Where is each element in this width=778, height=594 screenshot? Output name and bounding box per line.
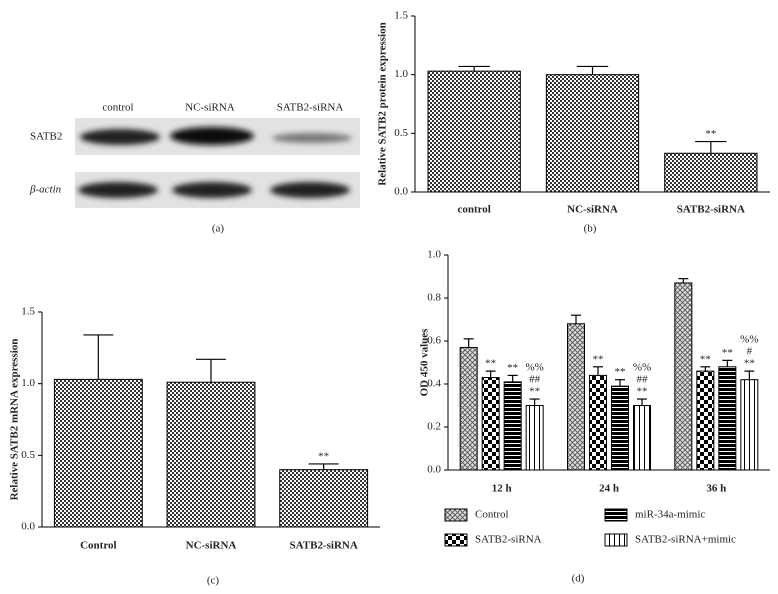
x-tick-label: NC-siRNA <box>186 540 237 552</box>
legend-label: Control <box>475 509 509 521</box>
significance-label: # <box>747 346 753 358</box>
x-tick-label: 36 h <box>706 483 726 495</box>
y-tick-label: 0.6 <box>427 335 441 347</box>
bar <box>696 370 715 471</box>
significance-label: ** <box>593 353 604 365</box>
bar <box>589 374 607 471</box>
y-tick-label: 1.5 <box>394 10 408 22</box>
significance-label: ## <box>637 374 649 386</box>
bar <box>633 405 651 471</box>
significance-label: %% <box>633 362 651 374</box>
legend-swatch <box>444 508 468 522</box>
bar <box>503 381 522 471</box>
significance-label: ** <box>722 347 733 359</box>
y-axis-label: OD 450 values <box>419 328 431 397</box>
bar <box>427 70 521 193</box>
bar <box>525 405 544 471</box>
band <box>78 182 158 198</box>
y-tick-label: 1.0 <box>394 68 408 80</box>
lane-label: control <box>102 102 133 114</box>
significance-label: ## <box>529 374 541 386</box>
significance-label: ** <box>700 353 711 365</box>
row-label: SATB2 <box>30 131 62 143</box>
x-tick-label: Control <box>80 540 116 552</box>
band <box>270 182 350 198</box>
y-axis-label: Relative SATB2 mRNA expression <box>9 339 21 501</box>
band <box>80 129 160 145</box>
band <box>272 133 352 143</box>
x-tick-label: 24 h <box>599 483 619 495</box>
legend-swatch <box>444 533 468 547</box>
bar <box>740 379 759 471</box>
row-label: β-actin <box>29 184 62 196</box>
chart-panel: 0.0 0.5 1.0 1.5 Relative SATB2 mRNA expressi… <box>9 306 380 587</box>
significance-label: ** <box>507 362 518 374</box>
panel-label: (a) <box>212 223 225 235</box>
chart-panel: 0.0 0.2 0.4 0.6 0.8 1.0 OD 450 values (d) 12 h **… <box>419 249 770 585</box>
legend-label: SATB2-siRNA <box>475 534 542 546</box>
significance-label: ** <box>744 358 755 370</box>
x-tick-label: NC-siRNA <box>567 204 618 216</box>
significance-label: ** <box>637 386 648 398</box>
bar <box>53 378 143 528</box>
legend-swatch <box>604 508 628 522</box>
significance-label: ** <box>485 358 496 370</box>
x-tick-label: SATB2-siRNA <box>290 540 358 552</box>
legend-label: miR-34a-mimic <box>635 509 705 521</box>
bar <box>481 377 500 471</box>
legend-label: SATB2-siRNA+mimic <box>635 534 736 546</box>
y-tick-label: 0.5 <box>21 449 35 461</box>
y-tick-label: 0.8 <box>427 292 441 304</box>
y-tick-label: 0.5 <box>394 127 408 139</box>
y-tick-label: 0.2 <box>427 421 441 433</box>
panel-label: (d) <box>572 573 585 585</box>
significance-label: ** <box>529 386 540 398</box>
significance-label: ** <box>615 366 626 378</box>
significance-label: %% <box>526 362 544 374</box>
band <box>170 127 254 145</box>
significance-label: ** <box>318 450 329 462</box>
lane-label: NC-siRNA <box>185 102 235 114</box>
bar <box>664 152 758 193</box>
bar <box>545 74 640 193</box>
y-tick-label: 0.0 <box>427 464 441 476</box>
y-tick-label: 0.4 <box>427 378 441 390</box>
y-axis-label: Relative SATB2 protein expression <box>377 22 389 185</box>
lane-label: SATB2-siRNA <box>277 102 344 114</box>
bar <box>459 346 478 471</box>
x-tick-label: control <box>457 204 490 216</box>
x-tick-label: SATB2-siRNA <box>677 204 745 216</box>
chart-panel: 0.0 0.5 1.0 1.5 Relative SATB2 protein expre… <box>377 10 770 235</box>
y-tick-label: 0.0 <box>394 186 408 198</box>
panel-label: (b) <box>584 223 597 235</box>
bar <box>718 366 737 471</box>
panel-label: (c) <box>207 575 220 587</box>
bar <box>674 282 693 471</box>
y-tick-label: 0.0 <box>21 521 35 533</box>
bar <box>567 323 585 471</box>
significance-label: ** <box>705 128 716 140</box>
y-tick-label: 1.5 <box>21 306 35 318</box>
legend-swatch <box>604 533 628 547</box>
y-tick-label: 1.0 <box>21 377 35 389</box>
bar <box>611 385 629 471</box>
blot-panel: control NC-siRNA SATB2-siRNA SATB2 β-act… <box>29 102 360 235</box>
x-tick-label: 12 h <box>492 483 512 495</box>
bar <box>279 469 369 528</box>
significance-label: %% <box>740 334 758 346</box>
y-tick-label: 1.0 <box>427 249 441 261</box>
band <box>172 182 252 198</box>
bar <box>166 381 256 528</box>
